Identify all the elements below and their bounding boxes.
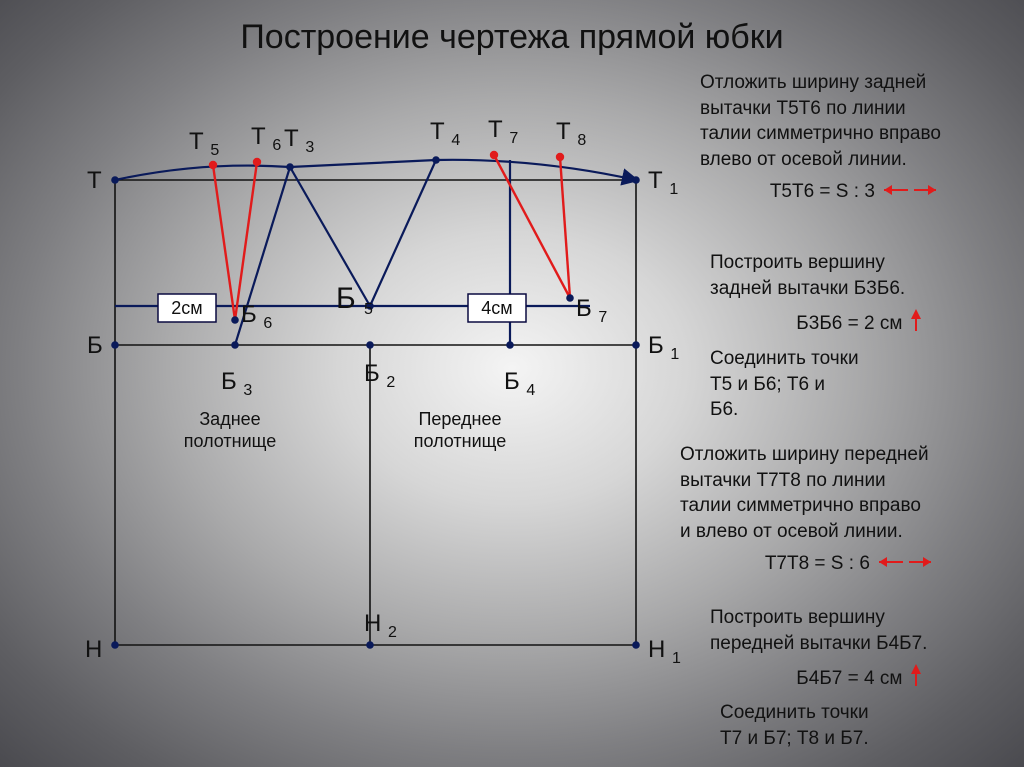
svg-text:Б 2: Б 2 — [364, 360, 395, 391]
svg-text:Б 7: Б 7 — [576, 295, 607, 326]
svg-text:Б 4: Б 4 — [504, 368, 535, 399]
svg-text:2см: 2см — [171, 298, 202, 318]
svg-text:Т 8: Т 8 — [556, 118, 586, 149]
svg-text:Т 4: Т 4 — [430, 118, 460, 149]
svg-text:Т 7: Т 7 — [488, 116, 518, 147]
instruction-block3: Соединить точкиТ5 и Б6; Т6 иБ6. — [710, 346, 1020, 423]
svg-text:Заднееполотнище: Заднееполотнище — [184, 409, 277, 451]
svg-text:Б 1: Б 1 — [648, 332, 679, 363]
instruction-block2: Построить вершинузадней вытачки Б3Б6.Б3Б… — [710, 250, 1010, 341]
svg-text:Т: Т — [87, 167, 102, 194]
instruction-block6: Соединить точкиТ7 и Б7; Т8 и Б7. — [720, 700, 1020, 751]
svg-text:Б 3: Б 3 — [221, 368, 252, 399]
svg-text:Б: Б — [87, 332, 103, 359]
instruction-block4: Отложить ширину переднейвытачки Т7Т8 по … — [680, 442, 1020, 576]
svg-text:Н 1: Н 1 — [648, 636, 681, 667]
svg-text:Н: Н — [85, 636, 102, 663]
svg-text:Переднееполотнище: Переднееполотнище — [414, 409, 507, 451]
instruction-block5: Построить вершинупередней вытачки Б4Б7.Б… — [710, 605, 1010, 696]
svg-text:Т 3: Т 3 — [284, 125, 314, 156]
slide-stage: Построение чертежа прямой юбки 2см4смТТ … — [0, 0, 1024, 767]
svg-text:Т 6: Т 6 — [251, 123, 281, 154]
svg-text:4см: 4см — [481, 298, 512, 318]
svg-text:Н 2: Н 2 — [364, 610, 397, 641]
svg-text:Т 1: Т 1 — [648, 167, 678, 198]
instruction-block1: Отложить ширину заднейвытачки Т5Т6 по ли… — [700, 70, 1010, 204]
svg-text:Т 5: Т 5 — [189, 128, 219, 159]
